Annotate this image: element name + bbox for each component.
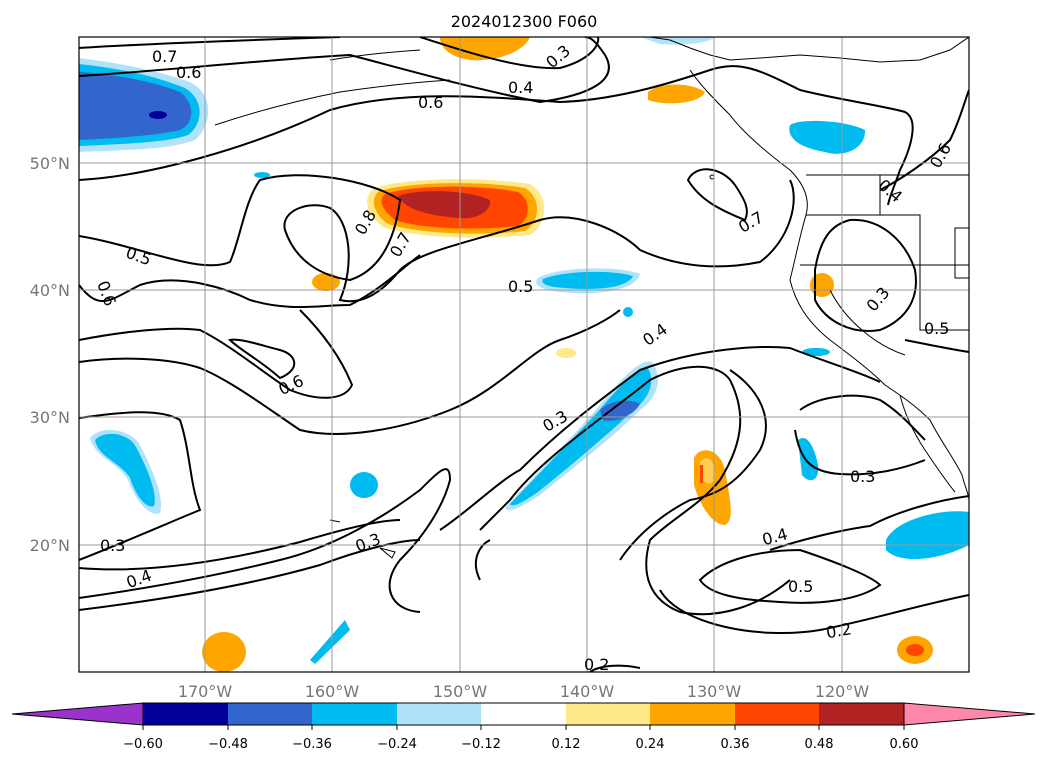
colorbar-tick-label: −0.48 bbox=[208, 737, 248, 752]
longitude-labels: 170°W 160°W 150°W 140°W 130°W 120°W bbox=[178, 682, 870, 701]
contour-label: 0.2 bbox=[825, 619, 853, 642]
colorbar-tick-label: −0.12 bbox=[461, 737, 501, 752]
contour-label: 0.6 bbox=[176, 63, 201, 82]
colorbar: −0.60 −0.48 −0.36 −0.24 −0.12 0.12 0.24 … bbox=[11, 702, 1036, 752]
coastlines bbox=[214, 37, 969, 559]
lat-label: 40°N bbox=[30, 281, 70, 300]
colorbar-tick-label: 0.60 bbox=[890, 737, 919, 752]
colorbar-tick-label: 0.24 bbox=[636, 737, 665, 752]
colorbar-tick-label: −0.24 bbox=[377, 737, 417, 752]
contour-lines bbox=[79, 37, 969, 672]
colorbar-bin bbox=[312, 703, 397, 725]
latitude-labels: 50°N 40°N 30°N 20°N bbox=[30, 154, 70, 555]
shaded-anomalies bbox=[79, 37, 969, 672]
map-frame bbox=[78, 36, 970, 673]
colorbar-bin bbox=[143, 703, 228, 725]
lat-label: 30°N bbox=[30, 408, 70, 427]
colorbar-tick-label: 0.48 bbox=[805, 737, 834, 752]
contour-label: 0.6 bbox=[418, 93, 443, 112]
colorbar-tick-label: 0.12 bbox=[552, 737, 581, 752]
colorbar-bin bbox=[566, 703, 650, 725]
colorbar-extend-high bbox=[903, 702, 1036, 726]
colorbar-bin bbox=[228, 703, 312, 725]
lon-label: 150°W bbox=[433, 682, 488, 701]
lon-label: 160°W bbox=[305, 682, 360, 701]
contour-label: 0.2 bbox=[584, 655, 609, 674]
lon-label: 120°W bbox=[815, 682, 870, 701]
colorbar-ticks bbox=[142, 725, 905, 730]
contour-label: 0.5 bbox=[508, 277, 533, 296]
colorbar-bin bbox=[650, 703, 735, 725]
colorbar-tick-labels: −0.60 −0.48 −0.36 −0.24 −0.12 0.12 0.24 … bbox=[123, 737, 918, 752]
lat-label: 20°N bbox=[30, 536, 70, 555]
colorbar-bin bbox=[819, 703, 904, 725]
contour-label: 0.4 bbox=[508, 78, 533, 97]
contour-label: 0.3 bbox=[100, 536, 125, 555]
colorbar-bin bbox=[397, 703, 481, 725]
colorbar-tick-label: −0.36 bbox=[292, 737, 332, 752]
colorbar-tick-label: 0.36 bbox=[721, 737, 750, 752]
contour-label: 0.5 bbox=[788, 577, 813, 596]
lat-label: 50°N bbox=[30, 154, 70, 173]
map-panel: 0.7 0.6 0.3 0.4 0.6 0.6 0.5 0.6 0.8 0.7 … bbox=[79, 37, 969, 674]
positive-anomaly-gulf bbox=[440, 37, 530, 61]
colorbar-tick-label: −0.60 bbox=[123, 737, 163, 752]
contour-label: 0.5 bbox=[924, 319, 949, 338]
contour-label: 0.7 bbox=[152, 47, 177, 66]
lon-label: 170°W bbox=[178, 682, 233, 701]
map-title: 2024012300 F060 bbox=[451, 12, 598, 31]
graticule bbox=[79, 37, 969, 672]
lon-label: 130°W bbox=[687, 682, 742, 701]
colorbar-bin bbox=[481, 703, 566, 725]
contour-label: 0.3 bbox=[850, 467, 875, 486]
colorbar-extend-low bbox=[11, 702, 144, 726]
lon-label: 140°W bbox=[560, 682, 615, 701]
colorbar-bin bbox=[735, 703, 819, 725]
